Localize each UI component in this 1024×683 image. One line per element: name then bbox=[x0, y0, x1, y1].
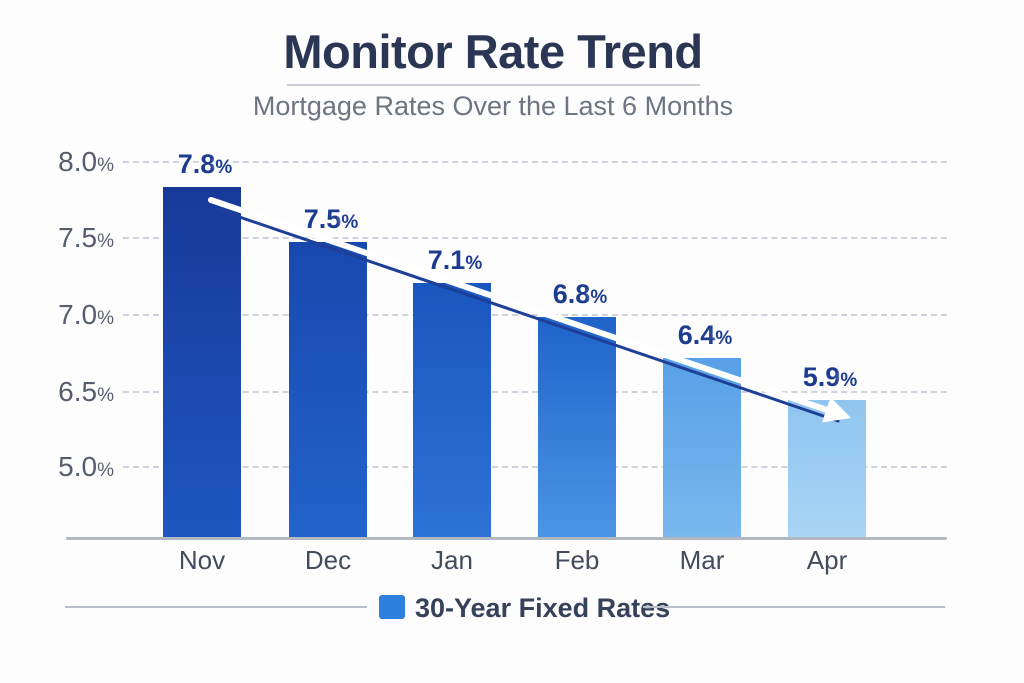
x-axis-category-label: Feb bbox=[554, 545, 600, 575]
value-number: 6.4 bbox=[677, 320, 716, 350]
x-axis-baseline bbox=[66, 537, 947, 540]
bar bbox=[413, 283, 491, 538]
x-axis-category-label: Jan bbox=[431, 545, 473, 575]
gridline bbox=[123, 314, 947, 316]
x-axis-category-label: Nov bbox=[178, 545, 226, 575]
value-unit: % bbox=[465, 253, 483, 274]
y-axis-tick-label: 8.0% bbox=[26, 146, 114, 182]
legend-rule-left bbox=[65, 606, 367, 608]
legend-swatch-icon bbox=[379, 595, 405, 619]
page-subtitle: Mortgage Rates Over the Last 6 Months bbox=[252, 91, 734, 121]
tick-value: 6.5 bbox=[58, 376, 98, 407]
legend-rule-right bbox=[643, 606, 945, 608]
y-axis-tick-label: 7.0% bbox=[26, 299, 114, 335]
tick-value: 5.0 bbox=[58, 451, 98, 482]
tick-unit: % bbox=[97, 308, 114, 329]
y-axis-tick-label: 6.5% bbox=[26, 376, 114, 412]
x-axis-category-label: Apr bbox=[806, 545, 848, 575]
value-number: 7.8 bbox=[177, 149, 216, 179]
bar-value-label: 7.5% bbox=[304, 204, 358, 238]
y-axis-tick-label: 7.5% bbox=[26, 222, 114, 258]
tick-value: 7.0 bbox=[58, 299, 98, 330]
chart-header: Monitor Rate Trend bbox=[0, 0, 986, 78]
value-unit: % bbox=[590, 287, 608, 308]
value-number: 5.9 bbox=[802, 362, 841, 392]
gridline bbox=[123, 161, 947, 163]
x-axis-category-label: Mar bbox=[679, 545, 725, 575]
legend-label: 30-Year Fixed Rates bbox=[415, 593, 671, 623]
tick-value: 7.5 bbox=[58, 222, 98, 253]
value-unit: % bbox=[341, 212, 359, 233]
bar-value-label: 5.9% bbox=[803, 362, 857, 396]
bar bbox=[788, 400, 866, 538]
value-number: 6.8 bbox=[552, 279, 591, 309]
value-unit: % bbox=[840, 370, 858, 391]
tick-unit: % bbox=[97, 155, 114, 176]
y-axis-tick-label: 5.0% bbox=[26, 451, 114, 487]
title-divider bbox=[287, 84, 700, 86]
value-number: 7.1 bbox=[427, 245, 466, 275]
tick-unit: % bbox=[97, 231, 114, 252]
bar-value-label: 7.1% bbox=[428, 245, 482, 279]
x-axis-category-label: Dec bbox=[304, 545, 352, 575]
gridline bbox=[123, 237, 947, 239]
bar-value-label: 6.8% bbox=[553, 279, 607, 313]
page-title: Monitor Rate Trend bbox=[283, 25, 703, 78]
value-number: 7.5 bbox=[303, 204, 342, 234]
bar bbox=[163, 187, 241, 538]
bar-value-label: 6.4% bbox=[678, 320, 732, 354]
tick-unit: % bbox=[97, 385, 114, 406]
bar bbox=[538, 317, 616, 538]
value-unit: % bbox=[215, 157, 233, 178]
bar bbox=[289, 242, 367, 538]
tick-value: 8.0 bbox=[58, 146, 98, 177]
tick-unit: % bbox=[97, 460, 114, 481]
gridline bbox=[123, 466, 947, 468]
bar-value-label: 7.8% bbox=[178, 149, 232, 183]
value-unit: % bbox=[715, 328, 733, 349]
bar bbox=[663, 358, 741, 538]
